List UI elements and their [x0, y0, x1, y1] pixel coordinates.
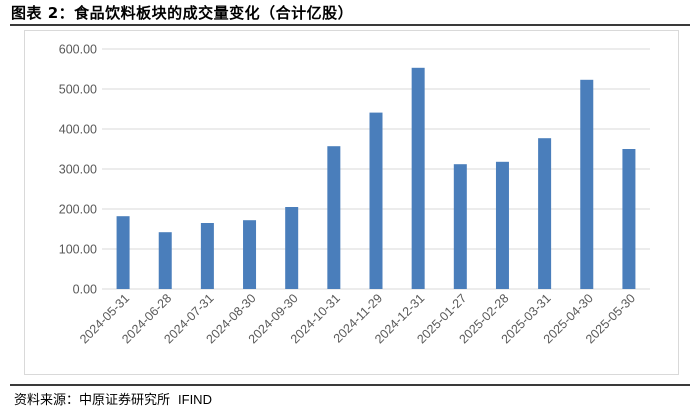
- bar: [411, 67, 425, 289]
- bar: [158, 232, 172, 289]
- chart-frame: [24, 30, 679, 375]
- y-tick-label: 600.00: [59, 43, 97, 57]
- source-label: 资料来源：中原证券研究所: [14, 393, 171, 408]
- bar: [538, 138, 552, 289]
- bar: [453, 164, 467, 289]
- top-rule: [10, 24, 690, 26]
- bar: [200, 223, 214, 289]
- bottom-rule: [10, 384, 690, 386]
- bar: [369, 112, 383, 289]
- bar: [495, 161, 509, 289]
- y-tick-label: 500.00: [59, 83, 97, 97]
- bar: [116, 216, 130, 289]
- figure-title: 图表 2：食品饮料板块的成交量变化（合计亿股）: [11, 4, 354, 22]
- bar: [243, 220, 257, 289]
- bar: [285, 207, 299, 289]
- y-tick-label: 300.00: [59, 163, 97, 177]
- bar: [580, 79, 594, 289]
- y-tick-label: 0.00: [73, 283, 97, 297]
- source-vendor: IFIND: [178, 392, 212, 407]
- bar: [327, 146, 341, 289]
- y-tick-label: 200.00: [59, 203, 97, 217]
- bar: [622, 149, 636, 289]
- y-tick-label: 400.00: [59, 123, 97, 137]
- y-tick-label: 100.00: [59, 243, 97, 257]
- bar-chart: 0.00 100.00 200.00 300.00 400.00 500.00 600.00…: [59, 43, 650, 346]
- source-note: 资料来源：中原证券研究所 IFIND: [14, 389, 212, 408]
